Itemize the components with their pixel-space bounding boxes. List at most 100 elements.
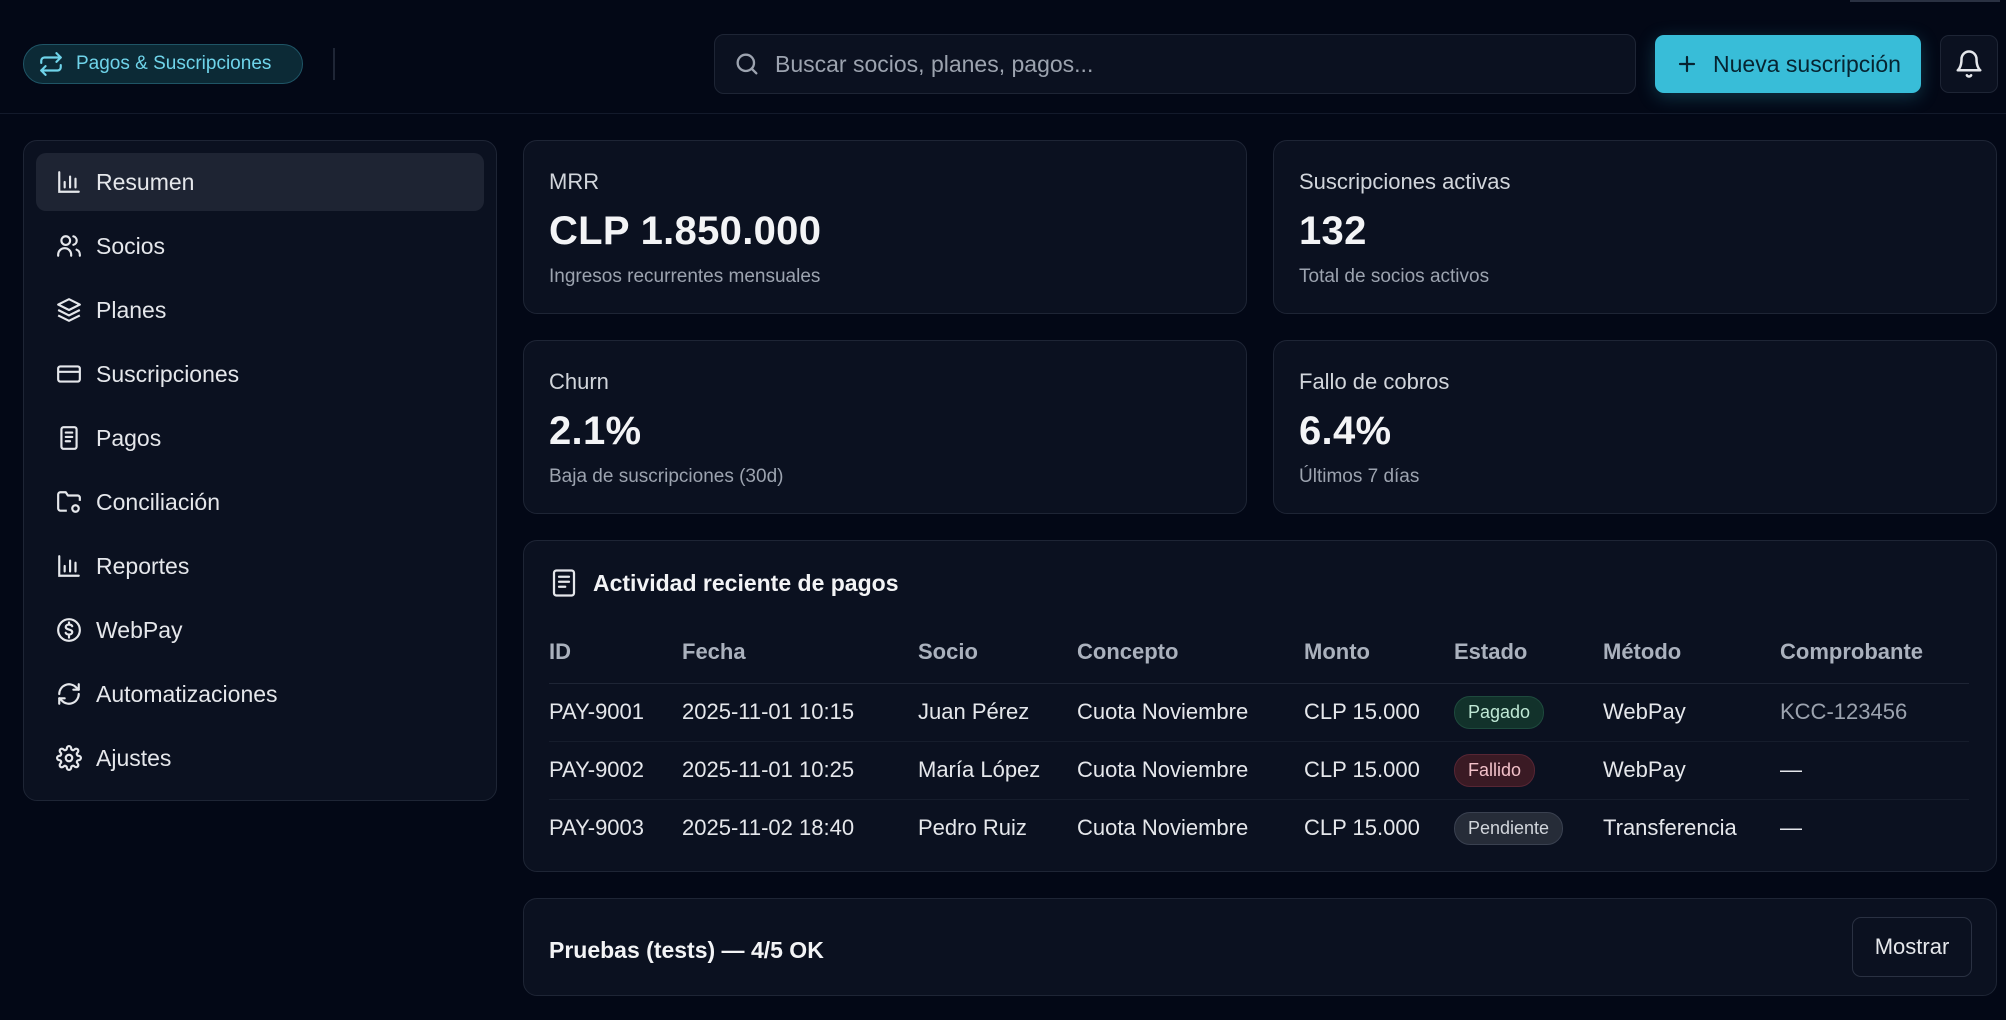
cell-member: Pedro Ruiz [918, 815, 1027, 841]
stat-value: 6.4% [1299, 409, 1392, 453]
stat-card-failed-charges: Fallo de cobros 6.4% Últimos 7 días [1273, 340, 1997, 514]
cell-method: Transferencia [1603, 815, 1737, 841]
top-edge-line [1850, 0, 2000, 2]
column-header-id[interactable]: ID [549, 621, 682, 684]
top-header: Pagos & Suscripciones Nueva suscripción [0, 0, 2006, 114]
stat-value: 2.1% [549, 409, 642, 453]
bar-chart-icon [56, 169, 82, 195]
sidebar-item-label: Socios [96, 232, 166, 259]
stat-card-mrr: MRR CLP 1.850.000 Ingresos recurrentes m… [523, 140, 1247, 314]
users-icon [56, 233, 82, 259]
status-badge: Fallido [1454, 753, 1536, 787]
sidebar-item-label: Resumen [96, 168, 195, 195]
sidebar-item-socios[interactable]: Socios [36, 217, 484, 275]
cell-concept: Cuota Noviembre [1077, 683, 1304, 742]
recent-payments-header: Actividad reciente de pagos [549, 567, 898, 599]
column-header-socio[interactable]: Socio [918, 621, 1077, 684]
bar-chart-icon [56, 553, 82, 579]
bell-icon [1954, 49, 1984, 79]
search-icon [733, 50, 761, 78]
cell-status: Pendiente [1454, 799, 1603, 857]
sidebar-item-label: Reportes [96, 552, 190, 579]
tests-card: Pruebas (tests) — 4/5 OK Mostrar [523, 898, 1997, 996]
column-header-fecha[interactable]: Fecha [682, 621, 918, 684]
sidebar-item-suscripciones[interactable]: Suscripciones [36, 345, 484, 403]
stat-card-churn: Churn 2.1% Baja de suscripciones (30d) [523, 340, 1247, 514]
cell-concept: Cuota Noviembre [1077, 741, 1304, 800]
receipt-icon [549, 567, 579, 599]
cell-receipt: — [1780, 815, 1802, 841]
receipt-icon [56, 425, 82, 451]
sidebar-item-pagos[interactable]: Pagos [36, 409, 484, 467]
layers-icon [56, 297, 82, 323]
sidebar-item-planes[interactable]: Planes [36, 281, 484, 339]
column-header-estado[interactable]: Estado [1454, 621, 1603, 684]
new-subscription-label: Nueva suscripción [1713, 50, 1901, 77]
sidebar-item-ajustes[interactable]: Ajustes [36, 729, 484, 787]
cell-method: WebPay [1603, 683, 1780, 742]
stat-card-active-subscriptions: Suscripciones activas 132 Total de socio… [1273, 140, 1997, 314]
new-subscription-button[interactable]: Nueva suscripción [1655, 35, 1921, 93]
stat-label: Churn [549, 369, 609, 394]
sidebar-item-conciliacion[interactable]: Conciliación [36, 473, 484, 531]
stat-value: 132 [1299, 209, 1367, 253]
cell-member: Juan Pérez [918, 683, 1077, 742]
cell-date: 2025-11-02 18:40 [682, 815, 855, 841]
cell-receipt: KCC-123456 [1780, 683, 1969, 742]
column-header-metodo[interactable]: Método [1603, 621, 1780, 684]
folder-cog-icon [56, 489, 82, 515]
sidebar-item-label: Planes [96, 296, 167, 323]
notifications-button[interactable] [1940, 35, 1998, 93]
sidebar-item-reportes[interactable]: Reportes [36, 537, 484, 595]
search-input[interactable] [775, 50, 1595, 78]
sidebar-item-resumen[interactable]: Resumen [36, 153, 484, 211]
stat-subtitle: Últimos 7 días [1299, 466, 1420, 487]
sidebar-item-label: Conciliación [96, 488, 221, 515]
sidebar-item-webpay[interactable]: WebPay [36, 601, 484, 659]
plus-icon [1675, 52, 1699, 76]
table-row[interactable]: PAY-9002 2025-11-01 10:25 María López Cu… [549, 741, 1969, 800]
table-header-row: ID Fecha Socio Concepto Monto Estado Mét… [549, 621, 1969, 684]
recent-payments-title: Actividad reciente de pagos [593, 569, 899, 596]
table-row[interactable]: PAY-9003 2025-11-02 18:40 Pedro Ruiz Cuo… [549, 799, 1969, 857]
refresh-icon [56, 681, 82, 707]
table-row[interactable]: PAY-9001 2025-11-01 10:15 Juan Pérez Cuo… [549, 683, 1969, 742]
brand-badge[interactable]: Pagos & Suscripciones [23, 44, 303, 84]
stat-label: MRR [549, 169, 600, 194]
sidebar-item-label: Automatizaciones [96, 680, 278, 707]
cell-concept: Cuota Noviembre [1077, 815, 1249, 841]
cell-id: PAY-9003 [549, 815, 645, 841]
stat-label: Fallo de cobros [1299, 369, 1450, 394]
cell-status: Fallido [1454, 741, 1603, 800]
column-header-monto[interactable]: Monto [1304, 621, 1454, 684]
repeat-icon [38, 51, 64, 77]
recent-payments-card: Actividad reciente de pagos ID Fecha Soc… [523, 540, 1997, 872]
cell-amount: CLP 15.000 [1304, 683, 1454, 742]
stat-value: CLP 1.850.000 [549, 209, 822, 253]
cell-date: 2025-11-01 10:15 [682, 683, 918, 742]
stat-subtitle: Baja de suscripciones (30d) [549, 466, 784, 487]
cell-id: PAY-9002 [549, 741, 682, 800]
cell-amount: CLP 15.000 [1304, 815, 1420, 841]
column-header-concepto[interactable]: Concepto [1077, 621, 1304, 684]
tests-title: Pruebas (tests) — 4/5 OK [549, 937, 824, 963]
cell-member: María López [918, 741, 1077, 800]
sidebar-item-automatizaciones[interactable]: Automatizaciones [36, 665, 484, 723]
gear-icon [56, 745, 82, 771]
stat-subtitle: Total de socios activos [1299, 266, 1490, 287]
cell-status: Pagado [1454, 683, 1603, 742]
status-badge: Pendiente [1454, 811, 1564, 845]
column-header-comprobante[interactable]: Comprobante [1780, 621, 1969, 684]
cell-date: 2025-11-01 10:25 [682, 741, 918, 800]
cell-receipt: — [1780, 741, 1969, 800]
sidebar-item-label: WebPay [96, 616, 183, 643]
search-box[interactable] [714, 34, 1636, 94]
sidebar: Resumen Socios Planes Suscripciones Pago… [23, 140, 497, 801]
cell-id: PAY-9001 [549, 683, 682, 742]
header-divider [333, 48, 335, 80]
stat-label: Suscripciones activas [1299, 169, 1511, 194]
brand-label: Pagos & Suscripciones [76, 53, 272, 74]
show-tests-button[interactable]: Mostrar [1852, 917, 1972, 977]
credit-card-icon [56, 361, 82, 387]
sidebar-item-label: Suscripciones [96, 360, 240, 387]
